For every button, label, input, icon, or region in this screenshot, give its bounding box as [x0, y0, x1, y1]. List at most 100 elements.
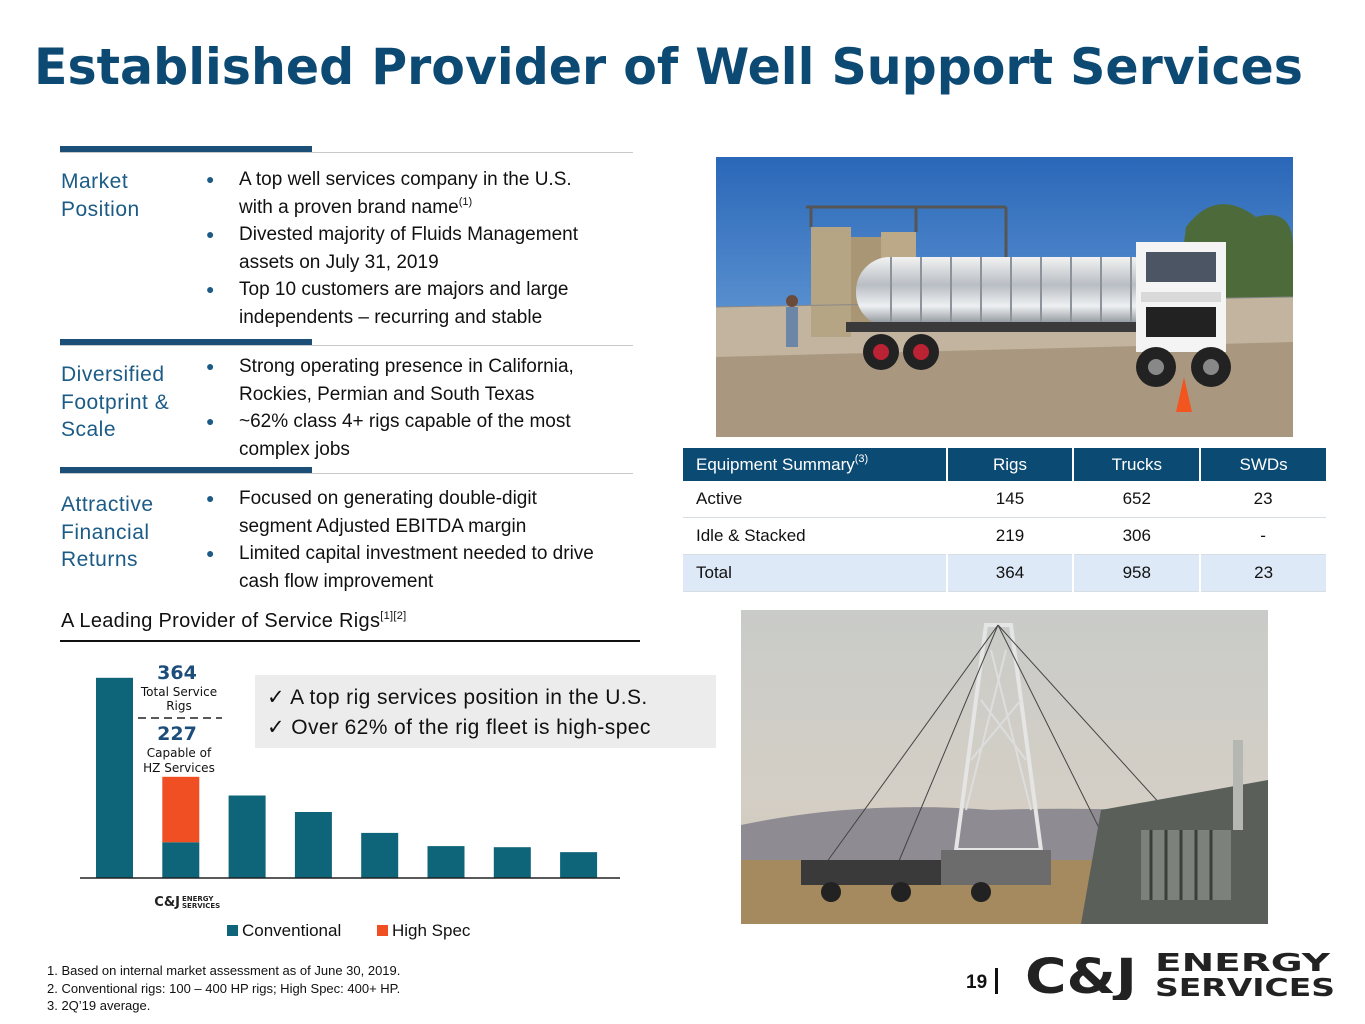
bullet-text: Divested majority of Fluids Management	[239, 224, 578, 245]
bullet-text-part: with a proven brand name	[239, 196, 459, 218]
cell-trucks: 306	[1073, 517, 1201, 555]
page-number: 19	[966, 972, 988, 993]
bullet-dot-icon: ●	[206, 171, 215, 187]
label-line: Attractive	[61, 493, 154, 516]
label-line: Returns	[61, 548, 139, 571]
bar-conventional-5	[361, 832, 399, 878]
table-row: Idle & Stacked 219 306 -	[683, 517, 1326, 555]
section-label-market-position: Market Position	[61, 168, 140, 223]
bar-conventional-6	[427, 846, 465, 878]
bullet-dot-icon: ●	[206, 226, 215, 242]
total-rigs-label: Total Service	[140, 685, 217, 699]
bullet-text: Strong operating presence in California,	[239, 356, 574, 377]
section-accent-bar	[60, 146, 312, 152]
footnotes: 1. Based on internal market assessment a…	[47, 962, 400, 1015]
service-rigs-bar-chart: 364 Total Service Rigs 227 Capable of HZ…	[80, 662, 620, 910]
cj-logo-text: SERVICES	[182, 902, 220, 910]
row-label: Active	[683, 481, 947, 518]
bullet-dot-icon: ●	[206, 281, 215, 297]
rig-chart-rule	[60, 640, 640, 642]
footnote: 1. Based on internal market assessment a…	[47, 963, 401, 978]
rig-chart-title: A Leading Provider of Service Rigs[1][2]	[61, 610, 407, 633]
legend-swatch	[377, 925, 388, 936]
footnote-ref: [1][2]	[380, 610, 407, 622]
bullet-item: ● Limited capital investment needed to dr…	[206, 540, 646, 595]
logo-mark: C&J	[1025, 949, 1137, 1000]
cell-trucks: 958	[1073, 554, 1202, 592]
bullet-list-diversified: ● Strong operating presence in California…	[206, 353, 646, 463]
cell-swds: 23	[1200, 554, 1326, 592]
logo-line-services: SERVICES	[1155, 973, 1335, 1000]
section-accent-bar	[60, 467, 312, 473]
bullet-text: complex jobs	[239, 438, 350, 460]
bullet-item: ● Focused on generating double-digit segme…	[206, 485, 646, 540]
label-line: Position	[61, 197, 140, 221]
bullet-text: segment Adjusted EBITDA margin	[239, 515, 527, 537]
cj-energy-services-logo: C&J ENERGY SERVICES	[1025, 948, 1335, 1000]
footnote: 3. 2Q’19 average.	[47, 998, 151, 1013]
bullet-text: ~62% class 4+ rigs capable of the most	[239, 411, 571, 432]
callout-item: ✓ A top rig services position in the U.S…	[267, 686, 648, 709]
section-divider	[60, 152, 633, 153]
label-line: Scale	[61, 418, 117, 441]
bar-conventional-8	[560, 852, 598, 878]
label-line: Financial	[61, 520, 150, 544]
cell-swds: -	[1200, 517, 1326, 555]
page-number-divider	[995, 968, 998, 994]
rig-chart-title-text: A Leading Provider of Service Rigs	[61, 610, 381, 632]
table-row: Active 145 652 23	[683, 481, 1326, 518]
bullet-text: independents – recurring and stable	[239, 306, 543, 328]
bullet-text: cash flow improvement	[239, 570, 434, 592]
section-accent-bar	[60, 339, 312, 345]
footnote-ref: (1)	[458, 195, 473, 208]
bar-conventional-2	[162, 842, 200, 878]
page-title: Established Provider of Well Support Ser…	[34, 38, 1303, 96]
table-header-row: Equipment Summary(3) Rigs Trucks SWDs	[683, 448, 1326, 481]
bar-conventional-1	[96, 677, 133, 878]
total-rigs-value: 364	[157, 662, 197, 684]
bullet-text: Focused on generating double-digit	[239, 488, 537, 509]
section-divider	[60, 473, 633, 474]
bullet-list-financial: ● Focused on generating double-digit segme…	[206, 485, 646, 595]
bar-conventional-3	[228, 795, 266, 878]
bar-conventional-7	[493, 847, 531, 878]
total-rigs-label: Rigs	[166, 699, 192, 713]
rig-highlights-callout: ✓ A top rig services position in the U.S…	[255, 675, 716, 748]
bullet-dot-icon: ●	[206, 490, 215, 506]
legend-label: Conventional	[242, 921, 342, 940]
section-label-financial: Attractive Financial Returns	[61, 491, 154, 574]
bullet-item: ● Top 10 customers are majors and large in…	[206, 276, 646, 331]
bullet-text: assets on July 31, 2019	[239, 251, 439, 273]
section-label-diversified: Diversified Footprint & Scale	[61, 361, 169, 444]
bullet-dot-icon: ●	[206, 545, 215, 561]
hz-rigs-value: 227	[157, 723, 197, 745]
bullet-list-market-position: ● A top well services company in the U.S.…	[206, 166, 646, 331]
cell-trucks: 652	[1073, 481, 1201, 518]
bar-conventional-4	[294, 812, 332, 878]
bullet-text: with a proven brand name(1)	[239, 194, 646, 222]
callout-item: ✓ Over 62% of the rig fleet is high-spec	[267, 716, 651, 739]
column-header-trucks: Trucks	[1073, 448, 1202, 481]
row-label: Total	[683, 554, 948, 592]
legend-item-high-spec: High Spec	[377, 921, 470, 941]
footnote: 2. Conventional rigs: 100 – 400 HP rigs;…	[47, 980, 401, 996]
hz-rigs-label: Capable of	[147, 746, 212, 760]
cj-logo-text: ENERGY	[182, 895, 214, 903]
bullet-text: Limited capital investment needed to dri…	[239, 543, 594, 564]
bullet-dot-icon: ●	[206, 358, 215, 374]
column-header-equipment: Equipment Summary(3)	[683, 448, 948, 481]
row-label: Idle & Stacked	[683, 517, 947, 555]
header-title: Equipment Summary	[696, 454, 855, 474]
footnote-ref: (3)	[854, 452, 869, 465]
label-line: Footprint &	[61, 390, 170, 414]
bar-high-spec-2	[162, 776, 200, 843]
bullet-item: ● Strong operating presence in California…	[206, 353, 646, 408]
table-row-total: Total 364 958 23	[683, 554, 1326, 592]
column-header-swds: SWDs	[1200, 448, 1326, 481]
section-divider	[60, 345, 633, 346]
tanker-truck-photo	[716, 157, 1293, 437]
bullet-text: A top well services company in the U.S.	[239, 169, 572, 190]
logo-line-energy: ENERGY	[1155, 948, 1331, 977]
legend-label: High Spec	[392, 921, 471, 940]
cell-rigs: 145	[946, 481, 1074, 518]
